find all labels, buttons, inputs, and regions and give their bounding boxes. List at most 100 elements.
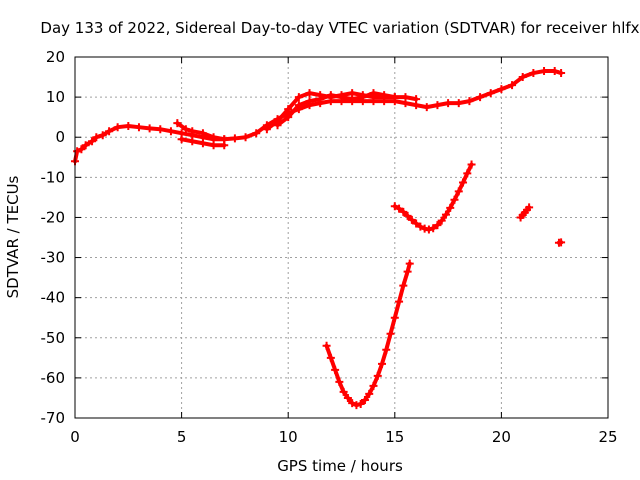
- data-point: [356, 399, 365, 408]
- x-tick-label: 5: [177, 428, 187, 446]
- data-point: [335, 377, 344, 386]
- data-point: [395, 204, 404, 213]
- y-tick-label: 20: [46, 48, 65, 66]
- data-point: [252, 129, 261, 138]
- y-tick-label: -60: [41, 369, 66, 387]
- x-tick-label: 15: [385, 428, 404, 446]
- data-point: [188, 127, 197, 136]
- data-point: [441, 210, 450, 219]
- data-point: [305, 89, 314, 98]
- data-point: [403, 267, 412, 276]
- data-point: [209, 141, 218, 150]
- data-point: [284, 105, 293, 114]
- data-point: [465, 97, 474, 106]
- data-point: [369, 89, 378, 98]
- data-point: [422, 103, 431, 112]
- data-point: [124, 121, 133, 130]
- data-point: [352, 401, 361, 410]
- y-tick-label: -30: [41, 249, 66, 267]
- y-tick-label: -40: [41, 289, 66, 307]
- axis-ticks: 0 5 10 15 20 25 -70 -60 -50 -40 -30 -20 -10 0 10 20: [41, 48, 618, 446]
- data-point: [326, 353, 335, 362]
- data-point: [405, 259, 414, 268]
- data-point: [395, 297, 404, 306]
- data-point: [331, 365, 340, 374]
- data-point: [399, 207, 408, 216]
- data-series-1: [173, 119, 229, 144]
- plot-frame: [74, 56, 609, 419]
- data-point: [390, 93, 399, 102]
- data-series-5: [322, 259, 414, 410]
- data-point: [262, 125, 271, 134]
- data-point: [557, 238, 566, 247]
- data-point: [407, 215, 416, 224]
- data-point: [497, 85, 506, 94]
- data-point: [273, 121, 282, 130]
- data-point: [412, 219, 421, 228]
- data-point: [305, 97, 314, 106]
- data-point: [454, 187, 463, 196]
- data-layer: [71, 67, 566, 410]
- data-point: [113, 123, 122, 132]
- y-tick-label: -50: [41, 329, 66, 347]
- data-point: [467, 160, 476, 169]
- data-point: [373, 371, 382, 380]
- x-tick-label: 20: [492, 428, 511, 446]
- data-point: [518, 73, 527, 82]
- data-point: [360, 395, 369, 404]
- data-point: [105, 127, 114, 136]
- x-axis-label: GPS time / hours: [277, 457, 403, 475]
- data-point: [88, 137, 97, 146]
- data-point: [294, 93, 303, 102]
- y-tick-label: -10: [41, 168, 66, 186]
- y-tick-label: 0: [55, 128, 65, 146]
- data-point: [316, 95, 325, 104]
- data-point: [73, 147, 82, 156]
- data-series-2: [177, 135, 229, 150]
- data-point: [156, 125, 165, 134]
- data-point: [429, 224, 438, 233]
- data-point: [540, 67, 549, 76]
- data-series-8: [554, 238, 566, 247]
- data-point: [525, 203, 534, 212]
- data-series-6: [390, 160, 476, 234]
- x-tick-label: 10: [279, 428, 298, 446]
- data-point: [450, 195, 459, 204]
- data-point: [81, 141, 90, 150]
- data-point: [446, 203, 455, 212]
- data-point: [188, 137, 197, 146]
- x-tick-label: 25: [598, 428, 617, 446]
- data-point: [339, 387, 348, 396]
- data-point: [412, 95, 421, 104]
- data-point: [369, 381, 378, 390]
- data-point: [463, 169, 472, 178]
- data-point: [181, 125, 190, 134]
- data-point: [348, 399, 357, 408]
- data-point: [322, 341, 331, 350]
- data-point: [294, 101, 303, 110]
- data-point: [399, 281, 408, 290]
- data-point: [390, 313, 399, 322]
- data-point: [401, 93, 410, 102]
- data-point: [177, 135, 186, 144]
- data-point: [173, 119, 182, 128]
- data-point: [348, 95, 357, 104]
- data-point: [437, 216, 446, 225]
- data-point: [382, 345, 391, 354]
- data-point: [416, 222, 425, 231]
- data-point: [209, 133, 218, 142]
- y-axis-label: SDTVAR / TECUs: [4, 175, 22, 298]
- data-point: [459, 178, 468, 187]
- data-point: [230, 134, 239, 143]
- data-point: [390, 202, 399, 211]
- data-point: [433, 221, 442, 230]
- data-point: [380, 91, 389, 100]
- y-tick-label: 10: [46, 88, 65, 106]
- data-series-7: [516, 203, 534, 222]
- data-point: [557, 69, 566, 78]
- data-point: [550, 67, 559, 76]
- data-point: [92, 133, 101, 142]
- data-point: [444, 99, 453, 108]
- data-point: [365, 389, 374, 398]
